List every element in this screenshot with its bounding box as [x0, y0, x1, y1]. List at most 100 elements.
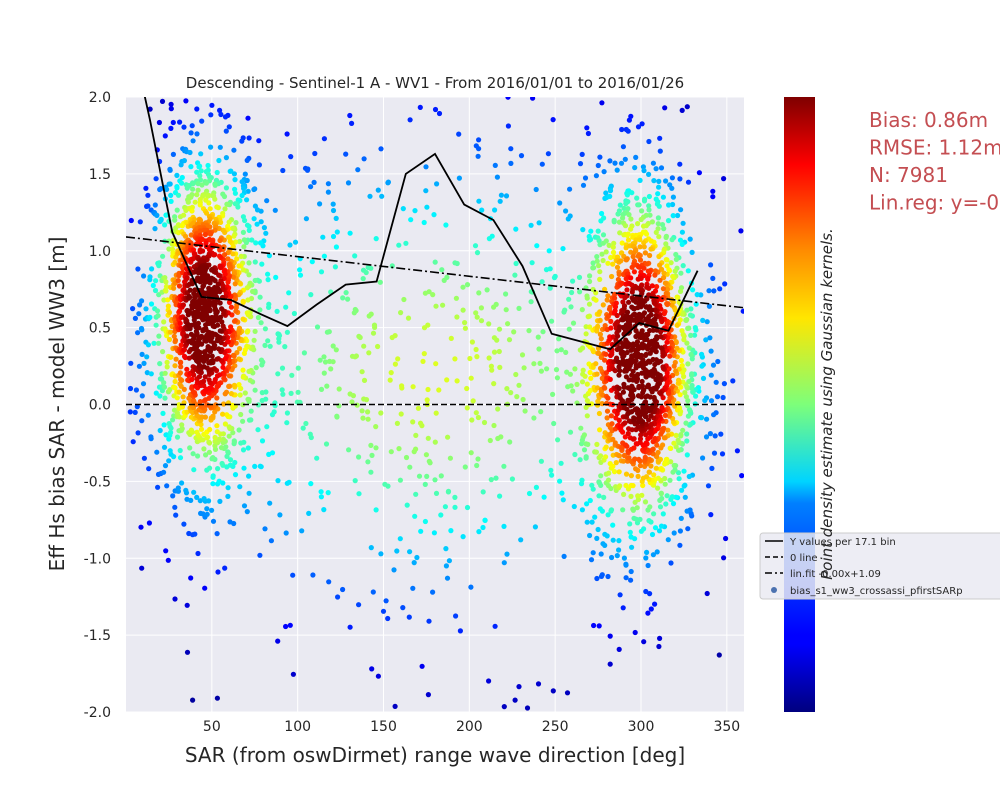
scatter-point [584, 381, 590, 387]
scatter-point [375, 187, 381, 193]
scatter-point [533, 186, 539, 193]
scatter-point [557, 478, 563, 484]
scatter-point [623, 201, 629, 207]
scatter-point [675, 470, 682, 476]
scatter-point [656, 184, 662, 190]
scatter-point [257, 552, 263, 558]
scatter-point [621, 205, 627, 211]
scatter-point [139, 298, 145, 304]
scatter-point [240, 367, 246, 373]
scatter-point [637, 436, 644, 442]
scatter-point [300, 425, 306, 431]
scatter-point [656, 253, 662, 260]
scatter-point [279, 387, 285, 393]
scatter-point [475, 153, 481, 159]
scatter-point [209, 192, 216, 199]
scatter-point [139, 393, 145, 399]
scatter-point [172, 378, 178, 385]
scatter-point [647, 350, 653, 356]
scatter-point [607, 304, 613, 310]
scatter-point [699, 351, 705, 357]
scatter-point [706, 288, 712, 294]
scatter-point [317, 357, 323, 363]
colorbar-label: Point density estimate using Gaussian ke… [818, 228, 836, 580]
scatter-point [661, 226, 667, 232]
scatter-point [207, 206, 213, 212]
scatter-point [508, 390, 514, 396]
scatter-point [152, 202, 158, 208]
scatter-point [375, 343, 381, 350]
scatter-point [400, 605, 406, 611]
scatter-point [526, 490, 533, 497]
scatter-point [190, 697, 196, 703]
scatter-point [493, 475, 499, 481]
scatter-point [476, 290, 482, 296]
scatter-point [251, 186, 257, 193]
scatter-point [343, 290, 349, 296]
scatter-point [628, 216, 634, 222]
scatter-point [588, 236, 594, 242]
scatter-point [167, 181, 173, 187]
scatter-point [705, 483, 712, 489]
scatter-point [536, 220, 542, 226]
scatter-point [665, 427, 671, 433]
scatter-point [658, 334, 664, 340]
scatter-point [252, 463, 258, 469]
scatter-point [506, 337, 513, 343]
scatter-point [156, 333, 162, 339]
scatter-point [636, 354, 642, 360]
scatter-point [448, 335, 454, 341]
scatter-point [177, 370, 183, 376]
scatter-point [370, 589, 376, 595]
scatter-point [513, 371, 519, 378]
scatter-point [591, 265, 597, 271]
scatter-point [216, 157, 222, 164]
x-tick-label: 150 [370, 719, 397, 735]
scatter-point [503, 193, 510, 199]
scatter-point [671, 363, 677, 369]
scatter-point [567, 371, 574, 377]
scatter-point [140, 381, 147, 387]
scatter-point [659, 404, 665, 411]
scatter-point [203, 452, 209, 458]
scatter-point [378, 146, 384, 152]
scatter-point [587, 278, 593, 285]
scatter-point [605, 512, 611, 518]
scatter-point [646, 456, 653, 462]
scatter-point [557, 200, 563, 206]
scatter-point [417, 420, 424, 426]
scatter-point [226, 383, 232, 389]
scatter-point [400, 206, 406, 212]
scatter-point [624, 443, 630, 449]
scatter-point [635, 305, 641, 311]
scatter-point [462, 325, 468, 331]
scatter-point [163, 288, 169, 294]
scatter-point [590, 550, 596, 556]
scatter-point [584, 125, 590, 131]
scatter-point [675, 380, 681, 386]
scatter-point [159, 98, 166, 104]
scatter-point [637, 264, 643, 270]
scatter-point [410, 384, 416, 390]
scatter-point [518, 537, 524, 543]
scatter-point [172, 259, 178, 265]
scatter-point [631, 415, 637, 421]
scatter-point [209, 507, 215, 513]
scatter-point [184, 409, 190, 415]
scatter-point [240, 316, 246, 322]
scatter-point [173, 512, 179, 518]
scatter-point [147, 277, 153, 283]
scatter-point [720, 394, 726, 401]
scatter-point [174, 185, 180, 191]
scatter-point [148, 371, 154, 377]
scatter-point [438, 473, 444, 479]
scatter-point [593, 173, 600, 179]
scatter-point [645, 436, 651, 442]
scatter-point [221, 401, 227, 407]
scatter-point [166, 309, 173, 316]
scatter-point [605, 260, 611, 266]
scatter-point [141, 455, 147, 461]
scatter-point [663, 257, 669, 263]
scatter-point [167, 387, 173, 393]
scatter-point [688, 351, 694, 358]
